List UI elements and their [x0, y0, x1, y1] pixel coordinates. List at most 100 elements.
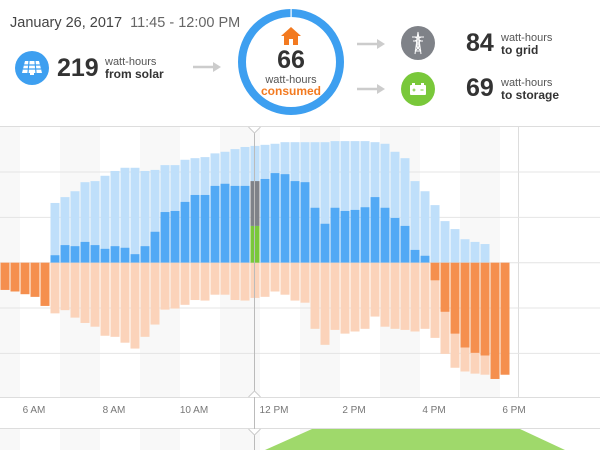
solar-excess-bar [350, 209, 360, 263]
consumed-unit: watt-hours [265, 74, 317, 86]
hour-band [220, 429, 260, 450]
solar-excess-bar [410, 249, 420, 263]
consumption-bar [240, 262, 250, 301]
solar-excess-bar [310, 207, 320, 263]
hour-band [0, 127, 20, 397]
cursor-notch-bottom [248, 390, 261, 398]
solar-excess-bar [50, 255, 60, 263]
solar-excess-bar [400, 225, 410, 263]
solar-excess-bar [420, 255, 430, 263]
solar-total-bar [130, 167, 140, 263]
grid-import-bar [450, 262, 460, 334]
battery-icon [401, 72, 435, 106]
grid-import-bar [480, 262, 490, 356]
solar-total-bar [330, 141, 340, 263]
solar-value: 219 [57, 54, 99, 82]
solar-total-bar [90, 181, 100, 263]
consumption-bar [170, 262, 180, 309]
date-time-header: January 26, 2017 11:45 - 12:00 PM [10, 15, 240, 31]
x-tick-label: 10 AM [179, 405, 209, 416]
solar-excess-bar [70, 246, 80, 263]
solar-total-bar [320, 142, 330, 263]
solar-total-bar [360, 141, 370, 263]
grid-unit: watt-hours to grid [501, 32, 552, 56]
lower-panel-area [265, 429, 565, 450]
solar-excess-bar [360, 207, 370, 263]
solar-excess-bar [140, 246, 150, 263]
hour-band [0, 429, 20, 450]
solar-excess-bar [280, 174, 290, 263]
solar-total-bar [460, 239, 470, 263]
grid-import-bar [460, 262, 470, 348]
solar-excess-bar [100, 248, 110, 263]
solar-total-bar [60, 197, 70, 263]
consumption-bar [390, 262, 400, 329]
storage-unit-text: watt-hours [501, 77, 553, 89]
arrow-right-icon [193, 62, 221, 72]
consumption-bar [430, 262, 440, 338]
grid-import-bar [440, 262, 450, 312]
x-tick-label: 8 AM [102, 405, 126, 416]
consumption-bar [100, 262, 110, 336]
consumption-bar [260, 262, 270, 297]
solar-excess-bar [240, 185, 250, 263]
solar-total-bar [450, 229, 460, 263]
consumption-bar [150, 262, 160, 325]
solar-total-bar [80, 182, 90, 263]
solar-total-bar [120, 167, 130, 263]
consumption-bar [270, 262, 280, 292]
solar-total-bar [50, 202, 60, 263]
x-tick-label: 4 PM [422, 405, 446, 416]
solar-excess-bar [330, 207, 340, 263]
solar-excess-bar [220, 183, 230, 263]
solar-excess-bar [80, 241, 90, 263]
house-icon [281, 27, 301, 45]
solar-excess-bar [150, 231, 160, 263]
solar-excess-bar [120, 247, 130, 263]
solar-unit: watt-hours from solar [105, 56, 164, 80]
grid-label: to grid [501, 43, 539, 57]
consumption-bar [180, 262, 190, 305]
grid-import-bar [500, 262, 510, 375]
consumption-bar [330, 262, 340, 330]
consumed-ring [238, 8, 344, 115]
consumption-bar [420, 262, 430, 329]
solar-excess-bar [290, 181, 300, 263]
grid-import-bar [470, 262, 480, 353]
hour-band [60, 429, 100, 450]
consumption-bar [60, 262, 70, 311]
consumption-bar [350, 262, 360, 332]
power-tower-icon [401, 26, 435, 60]
solar-total-bar [410, 181, 420, 263]
arrow-right-icon [357, 84, 385, 94]
consumption-bar [70, 262, 80, 318]
date-label: January 26, 2017 [10, 15, 123, 31]
solar-total-bar [420, 191, 430, 263]
consumption-bar [80, 262, 90, 323]
solar-excess-bar [110, 246, 120, 263]
consumption-bar [360, 262, 370, 329]
solar-excess-bar [180, 201, 190, 263]
solar-total-bar [70, 191, 80, 263]
solar-unit-text: watt-hours [105, 56, 157, 68]
solar-total-bar [310, 142, 320, 263]
grid-unit-text: watt-hours [501, 32, 553, 44]
storage-value: 69 [466, 74, 494, 102]
grid-import-bar [430, 262, 440, 281]
solar-total-bar [100, 175, 110, 263]
consumption-bar [140, 262, 150, 337]
solar-total-bar [400, 158, 410, 263]
consumption-bar [50, 262, 60, 314]
solar-excess-bar [170, 210, 180, 263]
solar-excess-bar [160, 212, 170, 263]
consumption-bar [370, 262, 380, 317]
consumption-bar [320, 262, 330, 345]
solar-excess-bar [390, 217, 400, 263]
solar-total-bar [430, 205, 440, 263]
x-tick-label: 12 PM [259, 405, 289, 416]
solar-total-bar [150, 169, 160, 263]
consumed-label: consumed [260, 84, 321, 98]
consumption-bar [230, 262, 240, 301]
grid-import-bar [10, 262, 20, 292]
